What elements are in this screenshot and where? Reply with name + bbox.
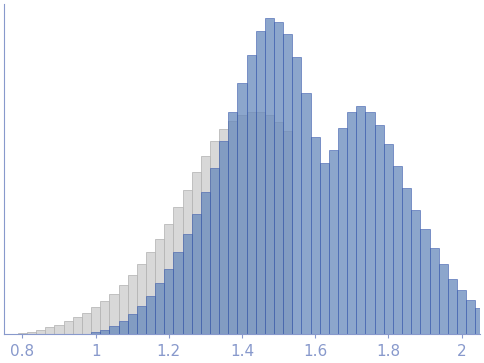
- Bar: [283, 34, 292, 334]
- Bar: [18, 333, 27, 334]
- Bar: [173, 207, 182, 334]
- Bar: [182, 234, 192, 334]
- Bar: [91, 307, 100, 334]
- Bar: [219, 130, 228, 334]
- Bar: [73, 317, 82, 334]
- Bar: [375, 125, 384, 334]
- Bar: [274, 22, 283, 334]
- Bar: [210, 141, 219, 334]
- Bar: [457, 290, 466, 334]
- Bar: [411, 210, 421, 334]
- Bar: [100, 301, 109, 334]
- Bar: [36, 330, 45, 334]
- Bar: [146, 252, 155, 334]
- Bar: [356, 106, 365, 334]
- Bar: [338, 128, 347, 334]
- Bar: [155, 284, 164, 334]
- Bar: [238, 83, 246, 334]
- Bar: [246, 55, 256, 334]
- Bar: [302, 93, 311, 334]
- Bar: [256, 31, 265, 334]
- Bar: [393, 166, 402, 334]
- Bar: [246, 112, 256, 334]
- Bar: [283, 131, 292, 334]
- Bar: [63, 321, 73, 334]
- Bar: [256, 112, 265, 334]
- Bar: [365, 112, 375, 334]
- Bar: [439, 264, 448, 334]
- Bar: [429, 248, 439, 334]
- Bar: [173, 252, 182, 334]
- Bar: [292, 57, 302, 334]
- Bar: [100, 330, 109, 334]
- Bar: [320, 163, 329, 334]
- Bar: [201, 156, 210, 334]
- Bar: [109, 326, 119, 334]
- Bar: [164, 269, 173, 334]
- Bar: [155, 239, 164, 334]
- Bar: [182, 190, 192, 334]
- Bar: [128, 314, 137, 334]
- Bar: [137, 306, 146, 334]
- Bar: [384, 144, 393, 334]
- Bar: [128, 276, 137, 334]
- Bar: [238, 115, 246, 334]
- Bar: [475, 308, 484, 334]
- Bar: [228, 112, 238, 334]
- Bar: [27, 331, 36, 334]
- Bar: [146, 296, 155, 334]
- Bar: [329, 150, 338, 334]
- Bar: [192, 172, 201, 334]
- Bar: [109, 294, 119, 334]
- Bar: [311, 138, 320, 334]
- Bar: [466, 300, 475, 334]
- Bar: [192, 214, 201, 334]
- Bar: [347, 112, 356, 334]
- Bar: [274, 122, 283, 334]
- Bar: [265, 115, 274, 334]
- Bar: [210, 168, 219, 334]
- Bar: [219, 140, 228, 334]
- Bar: [55, 325, 63, 334]
- Bar: [137, 264, 146, 334]
- Bar: [228, 121, 238, 334]
- Bar: [448, 278, 457, 334]
- Bar: [265, 18, 274, 334]
- Bar: [45, 327, 55, 334]
- Bar: [201, 192, 210, 334]
- Bar: [119, 285, 128, 334]
- Bar: [164, 224, 173, 334]
- Bar: [82, 313, 91, 334]
- Bar: [421, 229, 429, 334]
- Bar: [91, 332, 100, 334]
- Bar: [119, 321, 128, 334]
- Bar: [402, 188, 411, 334]
